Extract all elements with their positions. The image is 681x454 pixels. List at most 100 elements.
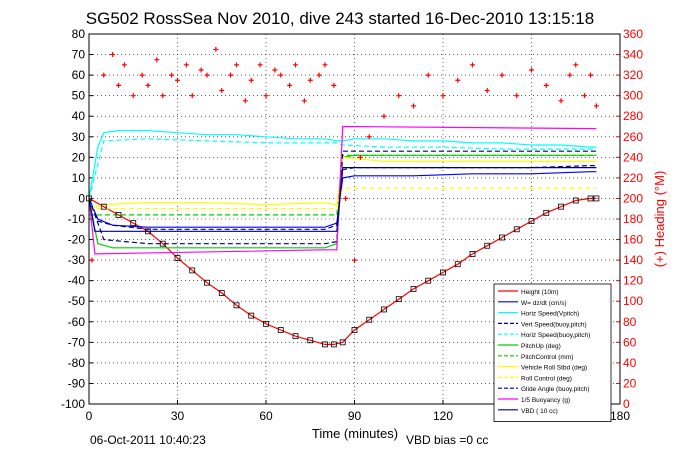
heading-marker — [89, 257, 95, 263]
heading-marker — [455, 77, 461, 83]
heading-marker — [484, 88, 490, 94]
y2-tick-label: 0 — [623, 397, 630, 411]
depth-marker — [410, 285, 417, 292]
depth-marker — [145, 228, 151, 235]
y2-tick-label: 160 — [623, 233, 643, 247]
heading-marker — [130, 93, 136, 99]
x-tick-label: 120 — [433, 409, 453, 423]
depth-marker — [425, 277, 432, 284]
series-line-0 — [88, 197, 597, 345]
y-tick-label: 70 — [72, 48, 86, 62]
y-tick-label: 40 — [72, 109, 86, 123]
y2-tick-label: 320 — [623, 68, 643, 82]
series-line-2 — [88, 130, 597, 199]
y2-tick-label: 280 — [623, 109, 643, 123]
y-tick-label: 20 — [72, 150, 86, 164]
legend-label: Horiz Speed(Vpitch) — [521, 311, 579, 318]
series-line-8 — [89, 187, 597, 210]
heading-marker — [322, 62, 328, 68]
heading-marker — [110, 52, 116, 58]
depth-marker — [130, 220, 137, 227]
legend-label: Horiz Speed(buoy,pitch) — [521, 332, 590, 339]
heading-marker — [366, 134, 372, 140]
depth-marker — [115, 211, 122, 218]
depth-marker — [248, 312, 255, 319]
axes-frame — [88, 33, 621, 405]
y-tick-label: -30 — [68, 253, 86, 267]
depth-marker — [558, 203, 564, 210]
legend-label: W= dz/dt (cm/s) — [521, 300, 567, 307]
legend-label: PitchControl (mm) — [521, 354, 573, 361]
heading-marker — [116, 82, 121, 88]
y-tick-label: 10 — [72, 171, 86, 185]
x-tick-label: 90 — [348, 409, 362, 423]
chart-title: SG502 RossSea Nov 2010, dive 243 started… — [86, 9, 594, 28]
legend-label: Glide Angle (buoy,pitch) — [521, 386, 590, 393]
heading-marker — [228, 72, 234, 78]
y2-tick-label: 140 — [623, 253, 643, 267]
depth-marker — [339, 339, 346, 346]
x-tick-label: 30 — [171, 409, 185, 423]
y2-tick-label: 240 — [623, 150, 643, 164]
timestamp-footer: 06-Oct-2011 10:40:23 — [90, 433, 206, 447]
depth-marker — [218, 290, 225, 296]
series-line-7 — [88, 156, 597, 210]
heading-marker — [352, 257, 357, 263]
y-tick-label: 30 — [72, 130, 86, 144]
depth-marker — [366, 316, 373, 323]
heading-marker — [396, 93, 402, 99]
depth-marker — [307, 337, 314, 344]
heading-marker — [248, 77, 254, 83]
heading-marker — [588, 72, 593, 78]
legend-label: Vert Speed(buoy,pitch) — [521, 321, 587, 328]
x-tick-label: 180 — [610, 409, 630, 423]
legend-label: Height (10m) — [521, 289, 559, 296]
heading-marker — [301, 98, 307, 104]
y-axis-left: -100-90-80-70-60-50-40-30-20-10010203040… — [61, 27, 93, 411]
depth-marker — [454, 261, 461, 268]
heading-marker — [160, 93, 166, 99]
heading-marker — [343, 195, 349, 201]
heading-marker — [263, 93, 269, 99]
y2-tick-label: 300 — [623, 89, 643, 103]
y2-tick-label: 80 — [623, 315, 637, 329]
legend-label: Roll Control (deg) — [521, 375, 572, 382]
depth-marker — [484, 242, 491, 249]
heading-marker — [154, 57, 160, 63]
heading-marker — [242, 98, 248, 104]
y-tick-label: -80 — [68, 356, 86, 370]
y2-tick-label: 200 — [623, 191, 643, 205]
heading-marker — [139, 72, 145, 78]
depth-marker — [528, 218, 535, 224]
depth-marker — [513, 226, 520, 233]
heading-marker — [381, 113, 387, 119]
x-axis-label: Time (minutes) — [312, 426, 398, 441]
heading-marker — [278, 72, 284, 78]
heading-marker — [272, 67, 278, 73]
y2-tick-label: 20 — [623, 376, 637, 390]
y-tick-label: 60 — [72, 68, 86, 82]
y2-tick-label: 340 — [623, 48, 643, 62]
heading-marker — [219, 88, 225, 94]
y2-tick-label: 260 — [623, 130, 643, 144]
heading-marker — [470, 62, 475, 68]
depth-marker — [189, 267, 196, 274]
depth-marker — [204, 279, 210, 286]
y2-tick-label: 360 — [623, 27, 643, 41]
y-tick-label: 50 — [72, 89, 86, 103]
heading-marker — [499, 72, 505, 78]
depth-marker — [543, 209, 550, 216]
legend-label: PitchUp (deg) — [521, 343, 561, 350]
heading-marker — [514, 93, 520, 99]
series-line-4 — [88, 138, 597, 199]
depth-marker — [263, 320, 269, 327]
legend-label: VBD ( 10 cc) — [521, 408, 558, 415]
y-axis-right: 0 20 40 60 80 100 120 140 160 180 200 220 240 260 280 3… — [616, 27, 643, 411]
depth-marker — [277, 327, 284, 333]
heading-marker — [257, 62, 263, 68]
heading-marker — [593, 103, 599, 109]
y-tick-label: 80 — [72, 27, 86, 41]
heading-marker — [316, 72, 322, 78]
depth-marker — [322, 341, 328, 348]
